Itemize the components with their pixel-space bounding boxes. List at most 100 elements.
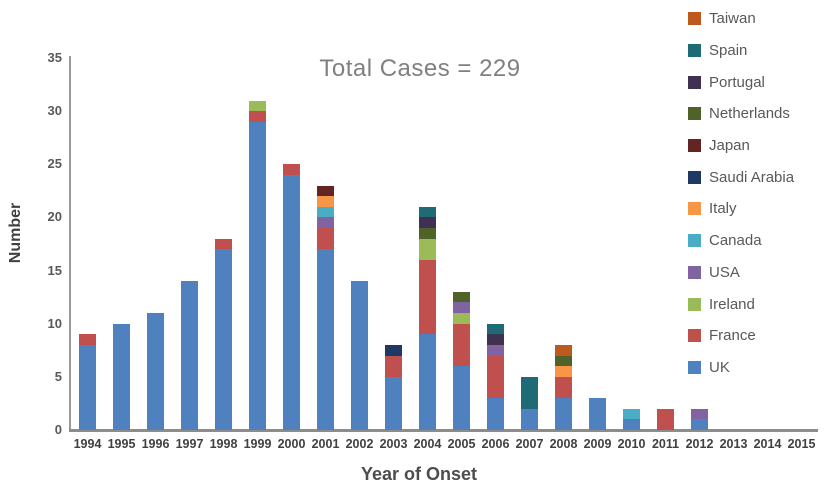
bar-segment-1994-france: [79, 334, 96, 345]
bar-segment-2006-portugal: [487, 334, 504, 345]
legend-item-uk: UK: [688, 352, 794, 384]
legend-item-spain: Spain: [688, 35, 794, 67]
bar-segment-2008-uk: [555, 398, 572, 430]
y-tick-label: 30: [47, 103, 62, 119]
bar-segment-2000-uk: [283, 174, 300, 430]
bar-segment-2008-taiwan: [555, 344, 572, 356]
x-tick-label: 1998: [209, 437, 238, 451]
legend-item-netherlands: Netherlands: [688, 98, 794, 130]
x-tick-label: 2000: [277, 437, 306, 451]
x-tick-label: 2011: [651, 437, 680, 451]
bar-segment-2003-saudi-arabia: [385, 344, 402, 356]
legend-item-portugal: Portugal: [688, 66, 794, 98]
bar-segment-2005-usa: [453, 302, 470, 314]
legend-swatch-icon: [688, 12, 701, 26]
bar-segment-1998-france: [215, 238, 232, 250]
bar-segment-2001-italy: [317, 196, 334, 207]
bar-segment-2011-france: [657, 408, 674, 430]
legend-label: Portugal: [709, 73, 765, 91]
x-axis-title: Year of Onset: [360, 464, 478, 484]
bar-segment-2000-france: [283, 164, 300, 175]
bar-segment-2005-uk: [453, 366, 470, 430]
x-tick-label: 1997: [175, 437, 204, 451]
x-tick-label: 2013: [719, 437, 748, 451]
bar-segment-1995-uk: [113, 323, 130, 430]
bar-segment-2008-netherlands: [555, 355, 572, 367]
bar-segment-2009-uk: [589, 398, 606, 430]
bar-segment-2005-ireland: [453, 313, 470, 324]
legend-swatch-icon: [688, 44, 701, 58]
bar-segment-1998-uk: [215, 249, 232, 430]
legend-swatch-icon: [688, 202, 701, 216]
bar-segment-2004-uk: [419, 334, 436, 430]
x-tick-label: 2009: [583, 437, 612, 451]
bar-segment-1999-ireland: [249, 100, 266, 112]
x-tick-label: 2010: [617, 437, 646, 451]
bar-segment-1996-uk: [147, 313, 164, 430]
bar-segment-2004-netherlands: [419, 228, 436, 239]
x-tick-label: 2002: [345, 437, 374, 451]
bar-segment-2006-uk: [487, 398, 504, 430]
y-tick-label: 25: [47, 156, 62, 172]
bar-segment-2004-ireland: [419, 238, 436, 260]
legend-item-saudi-arabia: Saudi Arabia: [688, 161, 794, 193]
legend-swatch-icon: [688, 139, 701, 153]
bar-segment-2001-france: [317, 228, 334, 250]
bar-segment-2001-usa: [317, 217, 334, 229]
y-tick-label: 35: [47, 50, 62, 65]
x-tick-label: 2006: [481, 437, 510, 451]
legend-label: UK: [709, 358, 730, 376]
legend-item-italy: Italy: [688, 193, 794, 225]
bar-segment-2006-usa: [487, 344, 504, 356]
x-tick-label: 1994: [73, 437, 102, 451]
legend-label: Taiwan: [709, 10, 756, 28]
legend-label: USA: [709, 263, 740, 281]
legend-label: Netherlands: [709, 105, 790, 123]
bar-segment-2003-uk: [385, 376, 402, 430]
bar-segment-2010-canada: [623, 408, 640, 420]
legend-swatch-icon: [688, 107, 701, 121]
x-tick-label: 2012: [685, 437, 714, 451]
bar-segment-2006-spain: [487, 323, 504, 335]
y-tick-label: 20: [47, 209, 62, 225]
legend-swatch-icon: [688, 75, 701, 89]
y-tick-label: 0: [54, 422, 62, 437]
x-axis-line: [69, 429, 818, 432]
legend: Taiwan Spain Portugal Netherlands Japan Saudi…: [688, 3, 794, 383]
x-tick-label: 2005: [447, 437, 476, 451]
x-tick-label: 1996: [141, 437, 170, 451]
bar-segment-2012-usa: [691, 408, 708, 420]
x-tick-label: 2001: [311, 437, 340, 451]
legend-label: Ireland: [709, 295, 755, 313]
bar-segment-2007-uk: [521, 408, 538, 430]
bar-segment-2001-canada: [317, 206, 334, 218]
chart-title: Total Cases = 229: [319, 55, 521, 82]
legend-swatch-icon: [688, 170, 701, 184]
legend-item-france: France: [688, 320, 794, 352]
bar-segment-2001-uk: [317, 249, 334, 430]
x-tick-label: 2003: [379, 437, 408, 451]
bar-segment-2004-spain: [419, 206, 436, 218]
legend-item-ireland: Ireland: [688, 288, 794, 320]
legend-label: Canada: [709, 232, 762, 250]
bar-segment-2005-france: [453, 323, 470, 367]
bar-segment-2003-france: [385, 355, 402, 377]
bar-segment-1999-france: [249, 111, 266, 122]
legend-swatch-icon: [688, 360, 701, 374]
bar-segment-1994-uk: [79, 344, 96, 430]
legend-label: Japan: [709, 137, 750, 155]
legend-swatch-icon: [688, 265, 701, 279]
legend-label: Italy: [709, 200, 737, 218]
y-tick-label: 10: [47, 315, 62, 331]
bar-segment-2012-uk: [691, 419, 708, 430]
y-tick-label: 5: [54, 368, 62, 384]
legend-label: France: [709, 327, 756, 345]
legend-item-japan: Japan: [688, 130, 794, 162]
x-tick-label: 1999: [243, 437, 272, 451]
y-tick-label: 15: [47, 262, 62, 278]
legend-label: Spain: [709, 42, 748, 60]
bar-segment-2008-italy: [555, 366, 572, 377]
legend-swatch-icon: [688, 297, 701, 311]
bar-segment-2004-france: [419, 259, 436, 335]
bar-segment-2005-netherlands: [453, 291, 470, 303]
